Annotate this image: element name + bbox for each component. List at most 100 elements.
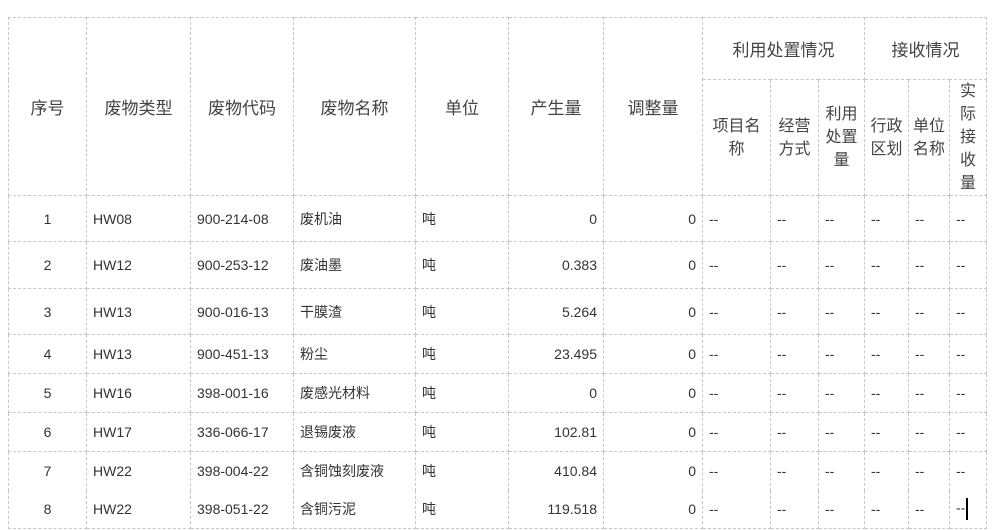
cell-type[interactable]: HW13 [86,334,191,374]
cell-adjust[interactable]: 0 [603,451,703,491]
cell-c1[interactable]: -- [702,334,771,374]
cell-adjust[interactable]: 0 [603,288,703,335]
cell-c5[interactable]: -- [908,288,950,335]
cell-c5[interactable]: -- [908,451,950,491]
cell-name[interactable]: 退锡废液 [293,412,416,452]
cell-c3[interactable]: -- [818,412,865,452]
cell-type[interactable]: HW16 [86,373,191,413]
cell-c2[interactable]: -- [770,412,819,452]
cell-c4[interactable]: -- [864,490,909,529]
cell-c6[interactable]: -- [949,195,987,242]
cell-c4[interactable]: -- [864,412,909,452]
cell-c1[interactable]: -- [702,288,771,335]
cell-produced[interactable]: 102.81 [508,412,604,452]
cell-c6[interactable]: -- [949,451,987,491]
cell-unit[interactable]: 吨 [415,334,509,374]
cell-unit[interactable]: 吨 [415,288,509,335]
cell-c4[interactable]: -- [864,334,909,374]
cell-produced[interactable]: 119.518 [508,490,604,529]
cell-unit[interactable]: 吨 [415,241,509,289]
cell-unit[interactable]: 吨 [415,451,509,491]
cell-c3[interactable]: -- [818,288,865,335]
cell-c2[interactable]: -- [770,373,819,413]
cell-unit[interactable]: 吨 [415,412,509,452]
cell-c4[interactable]: -- [864,288,909,335]
cell-c1[interactable]: -- [702,412,771,452]
cell-produced[interactable]: 23.495 [508,334,604,374]
cell-code[interactable]: 336-066-17 [190,412,294,452]
cell-seq[interactable]: 4 [8,334,87,374]
cell-c6[interactable]: -- [949,241,987,289]
cell-c5[interactable]: -- [908,373,950,413]
cell-produced[interactable]: 410.84 [508,451,604,491]
cell-name[interactable]: 含铜蚀刻废液 [293,451,416,491]
cell-seq[interactable]: 1 [8,195,87,242]
cell-c4[interactable]: -- [864,241,909,289]
cell-type[interactable]: HW08 [86,195,191,242]
cell-adjust[interactable]: 0 [603,241,703,289]
cell-seq[interactable]: 6 [8,412,87,452]
cell-produced[interactable]: 0 [508,195,604,242]
cell-name[interactable]: 含铜污泥 [293,490,416,529]
cell-c5[interactable]: -- [908,412,950,452]
cell-name[interactable]: 废油墨 [293,241,416,289]
cell-c2[interactable]: -- [770,334,819,374]
cell-adjust[interactable]: 0 [603,490,703,529]
cell-seq[interactable]: 8 [8,490,87,529]
cell-c5[interactable]: -- [908,334,950,374]
cell-name[interactable]: 干膜渣 [293,288,416,335]
cell-code[interactable]: 900-016-13 [190,288,294,335]
cell-c5[interactable]: -- [908,490,950,529]
cell-unit[interactable]: 吨 [415,195,509,242]
cell-seq[interactable]: 5 [8,373,87,413]
cell-adjust[interactable]: 0 [603,334,703,374]
cell-c2[interactable]: -- [770,241,819,289]
cell-adjust[interactable]: 0 [603,195,703,242]
cell-c3[interactable]: -- [818,334,865,374]
cell-c3[interactable]: -- [818,195,865,242]
cell-name[interactable]: 粉尘 [293,334,416,374]
cell-seq[interactable]: 3 [8,288,87,335]
cell-c4[interactable]: -- [864,373,909,413]
cell-produced[interactable]: 5.264 [508,288,604,335]
cell-c6[interactable]: -- [949,373,987,413]
cell-adjust[interactable]: 0 [603,373,703,413]
cell-seq[interactable]: 7 [8,451,87,491]
cell-type[interactable]: HW13 [86,288,191,335]
cell-c1[interactable]: -- [702,195,771,242]
cell-c1[interactable]: -- [702,490,771,529]
cell-code[interactable]: 398-051-22 [190,490,294,529]
cell-c1[interactable]: -- [702,373,771,413]
cell-seq[interactable]: 2 [8,241,87,289]
cell-c2[interactable]: -- [770,451,819,491]
cell-c4[interactable]: -- [864,451,909,491]
cell-c5[interactable]: -- [908,195,950,242]
cell-produced[interactable]: 0 [508,373,604,413]
cell-c3[interactable]: -- [818,241,865,289]
cell-code[interactable]: 900-214-08 [190,195,294,242]
cell-code[interactable]: 900-253-12 [190,241,294,289]
cell-c3[interactable]: -- [818,451,865,491]
cell-c3[interactable]: -- [818,373,865,413]
cell-unit[interactable]: 吨 [415,373,509,413]
cell-unit[interactable]: 吨 [415,490,509,529]
cell-c4[interactable]: -- [864,195,909,242]
cell-code[interactable]: 900-451-13 [190,334,294,374]
cell-type[interactable]: HW17 [86,412,191,452]
cell-c6[interactable]: -- [949,490,987,529]
cell-adjust[interactable]: 0 [603,412,703,452]
cell-c3[interactable]: -- [818,490,865,529]
cell-produced[interactable]: 0.383 [508,241,604,289]
cell-type[interactable]: HW22 [86,451,191,491]
cell-c5[interactable]: -- [908,241,950,289]
cell-c6[interactable]: -- [949,334,987,374]
cell-c6[interactable]: -- [949,288,987,335]
cell-code[interactable]: 398-001-16 [190,373,294,413]
cell-type[interactable]: HW22 [86,490,191,529]
cell-c1[interactable]: -- [702,241,771,289]
cell-c2[interactable]: -- [770,288,819,335]
cell-c2[interactable]: -- [770,490,819,529]
cell-c1[interactable]: -- [702,451,771,491]
cell-c2[interactable]: -- [770,195,819,242]
cell-type[interactable]: HW12 [86,241,191,289]
